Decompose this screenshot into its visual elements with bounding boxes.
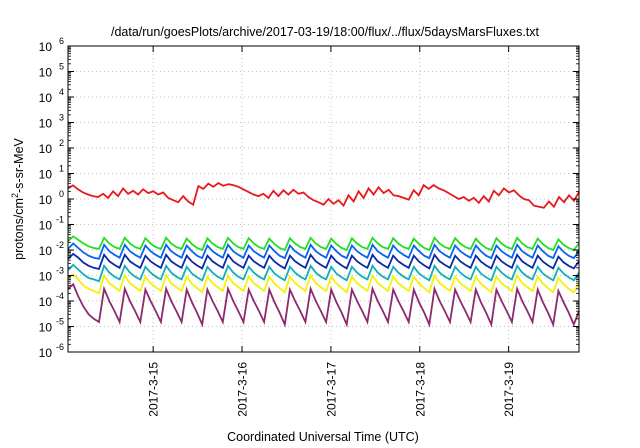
chart-title: /data/run/goesPlots/archive/2017-03-19/1… [111,25,540,39]
y-tick-label: 10 2 [39,138,64,156]
series-line-3 [67,252,580,271]
y-tick-label: 10 3 [39,113,64,131]
y-tick-base: 10 [39,193,53,207]
y-tick-label: 10 6 [39,36,64,54]
y-axis-label-rest: -s-sr-MeV [12,137,26,193]
x-tick-label: 2017-3-16 [236,362,250,417]
y-tick-exponent: -1 [56,215,64,225]
y-tick-exponent: 4 [59,87,64,97]
y-tick-base: 10 [39,346,53,360]
y-tick-base: 10 [39,40,53,54]
y-tick-base: 10 [39,244,53,258]
series-line-1 [67,235,580,252]
y-tick-exponent: 1 [59,164,64,174]
y-tick-base: 10 [39,321,53,335]
y-tick-base: 10 [39,219,53,233]
y-tick-label: 10 1 [39,164,64,182]
x-axis-label: Coordinated Universal Time (UTC) [227,430,419,444]
grid-lines [68,46,579,352]
y-axis-label-base: protons/cm [12,198,26,260]
y-tick-base: 10 [39,295,53,309]
y-tick-label: 10 -1 [39,215,64,233]
series-line-4 [67,263,580,283]
y-tick-base: 10 [39,168,53,182]
y-axis-label: protons/cm2-s-sr-MeV [10,137,26,259]
y-tick-label: 10 -4 [39,291,64,309]
x-tick-label: 2017-3-18 [413,362,427,417]
y-axis-label-sup: 2 [10,193,20,198]
series-line-5 [67,273,580,295]
y-tick-exponent: -5 [56,317,64,327]
y-tick-exponent: -3 [56,266,64,276]
y-tick-base: 10 [39,91,53,105]
y-tick-label: 10 0 [39,189,64,207]
x-tick-label: 2017-3-17 [324,362,338,417]
y-axis-ticks: 10 -610 -510 -410 -310 -210 -110 010 110 210 310 41… [39,36,579,360]
y-tick-label: 10 -6 [39,342,64,360]
y-tick-label: 10 -2 [39,240,64,258]
data-series [67,182,580,328]
x-axis-ticks: 2017-3-15 2017-3-16 2017-3-17 2017-3-18 2017… [147,46,516,417]
y-tick-base: 10 [39,142,53,156]
x-tick-label: 2017-3-19 [502,362,516,417]
y-tick-exponent: -4 [56,291,64,301]
y-tick-exponent: 5 [59,62,64,72]
y-tick-exponent: -6 [56,342,64,352]
series-line-2 [67,242,580,260]
series-line-0 [67,182,580,209]
y-tick-label: 10 -5 [39,317,64,335]
y-tick-base: 10 [39,117,53,131]
y-tick-exponent: 2 [59,138,64,148]
y-tick-exponent: -2 [56,240,64,250]
y-tick-exponent: 3 [59,113,64,123]
y-tick-label: 10 -3 [39,266,64,284]
y-tick-exponent: 6 [59,36,64,46]
x-tick-label: 2017-3-15 [147,362,161,417]
y-tick-label: 10 4 [39,87,64,105]
y-tick-label: 10 5 [39,62,64,80]
series-line-6 [67,282,580,328]
y-tick-exponent: 0 [59,189,64,199]
y-tick-base: 10 [39,66,53,80]
y-tick-base: 10 [39,270,53,284]
